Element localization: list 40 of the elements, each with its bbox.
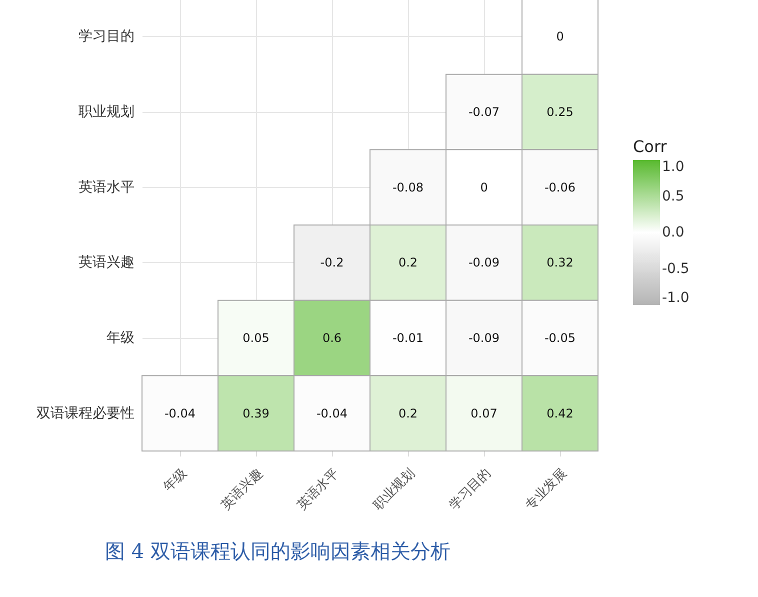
data-label: -0.04 bbox=[164, 406, 196, 420]
y-tick-label: 英语兴趣 bbox=[78, 254, 134, 271]
y-tick-label: 英语水平 bbox=[78, 179, 134, 196]
data-label: 0.42 bbox=[546, 406, 574, 420]
x-tick-label: 学习目的 bbox=[446, 466, 494, 514]
color-bar-label: -1.0 bbox=[662, 290, 690, 306]
data-label: 0.32 bbox=[546, 256, 574, 270]
y-tick-label: 学习目的 bbox=[78, 28, 134, 45]
data-label: 0.05 bbox=[242, 331, 270, 345]
y-tick-label: 双语课程必要性 bbox=[36, 405, 134, 422]
data-label: -0.07 bbox=[468, 105, 500, 119]
data-label: 0.6 bbox=[322, 331, 342, 345]
color-bar-label: 1.0 bbox=[662, 159, 684, 175]
data-label: -0.06 bbox=[544, 180, 576, 194]
x-tick-label: 年级 bbox=[160, 466, 190, 495]
color-bar-label: 0.0 bbox=[662, 224, 684, 240]
x-tick-label: 英语水平 bbox=[294, 466, 342, 514]
data-label: 0.39 bbox=[242, 406, 270, 420]
color-bar-label: 0.5 bbox=[662, 188, 684, 204]
x-tick-label: 专业发展 bbox=[522, 466, 570, 514]
data-label: 0.2 bbox=[398, 406, 418, 420]
x-tick-label: 职业规划 bbox=[370, 466, 418, 514]
y-tick-label: 年级 bbox=[106, 330, 134, 346]
data-label: 0.2 bbox=[398, 256, 418, 270]
data-label: -0.01 bbox=[392, 331, 424, 345]
data-label: -0.04 bbox=[316, 406, 348, 420]
data-label: -0.05 bbox=[544, 331, 576, 345]
data-label: -0.09 bbox=[468, 331, 500, 345]
data-label: 0 bbox=[480, 180, 488, 194]
color-bar-label: -0.5 bbox=[662, 260, 690, 277]
data-label: -0.2 bbox=[320, 256, 344, 270]
caption: 图 4 双语课程认同的影响因素相关分析 bbox=[105, 538, 450, 563]
data-label: -0.09 bbox=[468, 256, 500, 270]
data-label: 0 bbox=[556, 30, 564, 44]
y-tick-label: 职业规划 bbox=[78, 104, 134, 120]
data-label: 0.25 bbox=[546, 105, 574, 119]
data-label: -0.08 bbox=[392, 180, 424, 194]
data-label: 0.07 bbox=[470, 406, 498, 420]
x-tick-label: 英语兴趣 bbox=[218, 466, 266, 514]
legend-title: Corr bbox=[633, 137, 668, 156]
